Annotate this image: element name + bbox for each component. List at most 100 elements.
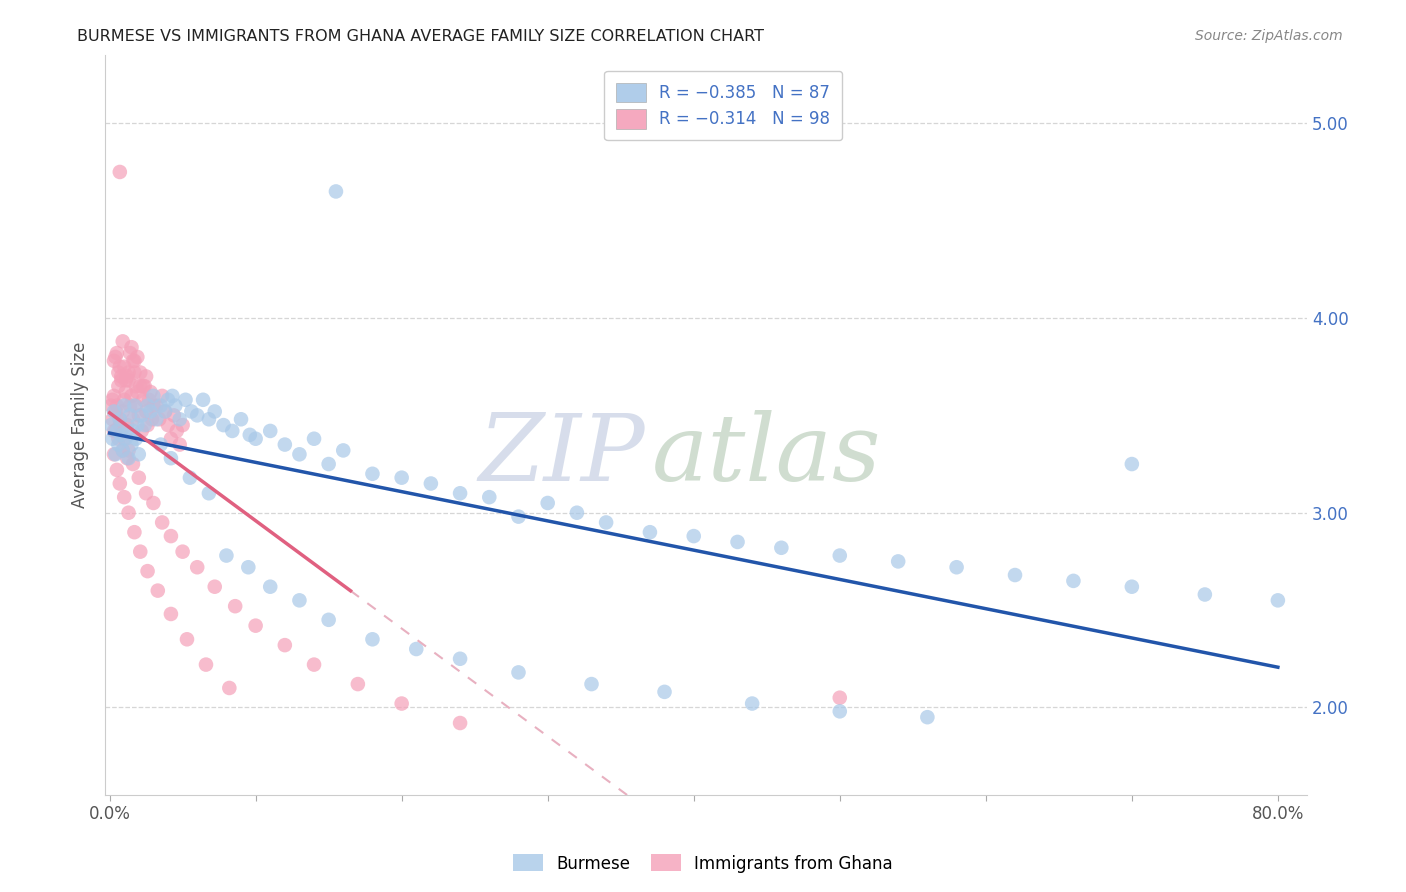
Point — [129, 544, 152, 558]
Point — [153, 404, 176, 418]
Point — [215, 549, 238, 563]
Point — [103, 424, 125, 438]
Point — [162, 389, 184, 403]
Point — [887, 554, 910, 568]
Point — [945, 560, 967, 574]
Point — [638, 525, 661, 540]
Point — [318, 613, 340, 627]
Point — [145, 412, 167, 426]
Point — [108, 359, 131, 374]
Point — [160, 607, 183, 621]
Point — [135, 404, 157, 418]
Point — [325, 185, 347, 199]
Point — [828, 549, 851, 563]
Point — [112, 359, 135, 374]
Point — [259, 424, 281, 438]
Point — [238, 560, 260, 574]
Point — [682, 529, 704, 543]
Point — [176, 632, 198, 647]
Point — [405, 642, 427, 657]
Point — [138, 392, 160, 407]
Point — [124, 366, 146, 380]
Point — [245, 618, 267, 632]
Point — [148, 412, 170, 426]
Point — [142, 389, 165, 403]
Point — [128, 447, 150, 461]
Point — [131, 424, 153, 438]
Point — [156, 392, 179, 407]
Point — [112, 392, 135, 407]
Text: Source: ZipAtlas.com: Source: ZipAtlas.com — [1195, 29, 1343, 43]
Point — [142, 399, 165, 413]
Point — [125, 379, 148, 393]
Point — [581, 677, 603, 691]
Point — [112, 432, 135, 446]
Point — [565, 506, 588, 520]
Point — [449, 652, 471, 666]
Point — [107, 437, 129, 451]
Point — [125, 432, 148, 446]
Point — [828, 704, 851, 718]
Point — [141, 412, 163, 426]
Point — [361, 467, 384, 481]
Point — [146, 583, 169, 598]
Point — [100, 418, 122, 433]
Point — [172, 418, 194, 433]
Point — [595, 516, 617, 530]
Point — [218, 681, 240, 695]
Point — [169, 437, 191, 451]
Point — [150, 516, 173, 530]
Point — [122, 412, 145, 426]
Point — [149, 437, 172, 451]
Point — [169, 412, 191, 426]
Point — [245, 432, 267, 446]
Point — [108, 418, 131, 433]
Point — [186, 560, 208, 574]
Point — [105, 463, 128, 477]
Point — [111, 443, 134, 458]
Point — [302, 657, 325, 672]
Point — [194, 657, 217, 672]
Point — [186, 409, 208, 423]
Point — [174, 392, 197, 407]
Point — [132, 392, 155, 407]
Point — [108, 412, 131, 426]
Point — [122, 354, 145, 368]
Point — [128, 409, 150, 423]
Point — [105, 424, 128, 438]
Legend: Burmese, Immigrants from Ghana: Burmese, Immigrants from Ghana — [506, 847, 900, 880]
Point — [478, 490, 501, 504]
Point — [1267, 593, 1289, 607]
Point — [134, 418, 156, 433]
Point — [103, 354, 125, 368]
Point — [1194, 587, 1216, 601]
Point — [1004, 568, 1026, 582]
Point — [212, 418, 235, 433]
Text: BURMESE VS IMMIGRANTS FROM GHANA AVERAGE FAMILY SIZE CORRELATION CHART: BURMESE VS IMMIGRANTS FROM GHANA AVERAGE… — [77, 29, 765, 44]
Point — [122, 457, 145, 471]
Point — [127, 384, 149, 399]
Point — [131, 409, 153, 423]
Legend: R = −0.385   N = 87, R = −0.314   N = 98: R = −0.385 N = 87, R = −0.314 N = 98 — [605, 70, 842, 140]
Point — [105, 346, 128, 360]
Point — [129, 379, 152, 393]
Point — [115, 424, 138, 438]
Point — [318, 457, 340, 471]
Point — [111, 443, 134, 458]
Point — [332, 443, 354, 458]
Point — [104, 404, 127, 418]
Text: atlas: atlas — [651, 409, 882, 500]
Point — [204, 404, 226, 418]
Point — [361, 632, 384, 647]
Point — [239, 427, 262, 442]
Point — [198, 412, 221, 426]
Point — [101, 392, 124, 407]
Point — [117, 373, 139, 387]
Point — [103, 404, 125, 418]
Point — [135, 486, 157, 500]
Point — [419, 476, 441, 491]
Point — [107, 379, 129, 393]
Point — [115, 451, 138, 466]
Point — [198, 486, 221, 500]
Point — [139, 384, 162, 399]
